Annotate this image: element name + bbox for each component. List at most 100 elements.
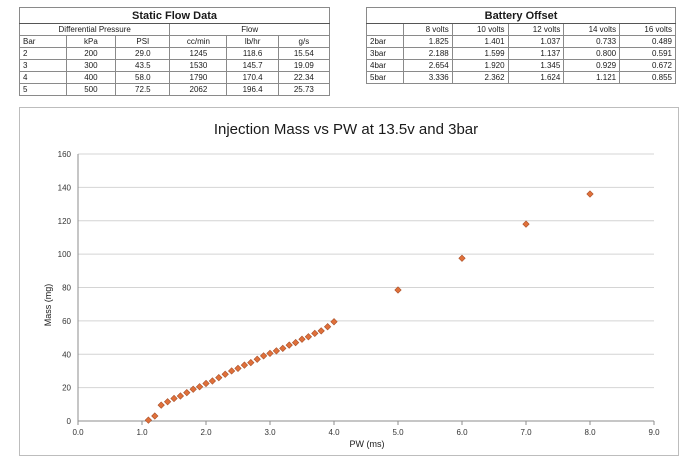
table-cell: 0.733	[563, 35, 621, 48]
data-point	[183, 389, 191, 397]
data-point	[259, 352, 268, 360]
column-header: lb/hr	[226, 35, 279, 48]
x-tick-label: 6.0	[456, 428, 468, 437]
table-cell: 500	[65, 83, 117, 96]
battery-table-header-row: 8 volts 10 volts 12 volts 14 volts 16 vo…	[365, 23, 676, 36]
table-cell: 19.09	[277, 59, 331, 72]
table-cell: 1.401	[451, 35, 509, 48]
y-tick-label: 20	[62, 384, 71, 393]
axes	[77, 154, 655, 425]
x-tick-label: 7.0	[520, 428, 532, 437]
table-cell: 29.0	[115, 47, 171, 60]
x-tick-label: 8.0	[584, 428, 596, 437]
column-header: 12 volts	[507, 23, 565, 36]
y-axis-title: Mass (mg)	[43, 284, 53, 327]
data-point	[240, 361, 249, 369]
battery-offset-table: Battery Offset 8 volts 10 volts 12 volts…	[365, 7, 676, 84]
tick-labels: 0 20 40 60 80 100 120 140 160 0.0 1.0 2.0 3.0 4.0 5.0 6…	[58, 150, 660, 437]
table-cell: 15.54	[277, 47, 331, 60]
x-tick-label: 3.0	[264, 428, 276, 437]
y-tick-label: 40	[62, 350, 71, 359]
static-flow-table: Static Flow Data Differential Pressure F…	[18, 7, 331, 96]
flow-table-header-row: Bar kPa PSI cc/min lb/hr g/s	[19, 35, 331, 48]
column-header: 8 volts	[403, 23, 453, 36]
table-cell: 170.4	[226, 71, 279, 84]
table-cell: 1.121	[563, 71, 621, 84]
y-tick-label: 60	[62, 317, 71, 326]
table-cell: 200	[65, 47, 117, 60]
data-point	[221, 370, 229, 378]
data-point	[208, 377, 217, 385]
table-cell: 58.0	[115, 71, 171, 84]
table-cell: 0.591	[619, 47, 676, 60]
table-cell: 3	[19, 59, 67, 72]
table-cell: 5bar	[365, 71, 405, 84]
table-cell: 0.855	[619, 71, 676, 84]
data-points	[144, 190, 594, 424]
y-tick-label: 120	[58, 217, 72, 226]
table-row: 4 400 58.0 1790 170.4 22.34	[19, 71, 331, 84]
table-cell: 1245	[169, 47, 228, 60]
table-cell: 400	[65, 71, 117, 84]
chart-title: Injection Mass vs PW at 13.5v and 3bar	[214, 121, 478, 138]
table-cell: 1.920	[451, 59, 509, 72]
y-tick-label: 0	[67, 417, 72, 426]
table-cell: 2.188	[403, 47, 453, 60]
table-cell: 196.4	[226, 83, 279, 96]
data-point	[266, 349, 274, 358]
x-tick-label: 2.0	[200, 428, 212, 437]
table-row: 3 300 43.5 1530 145.7 19.09	[19, 59, 331, 72]
table-cell: 2	[19, 47, 67, 60]
table-row: 4bar 2.654 1.920 1.345 0.929 0.672	[365, 59, 676, 72]
table-cell: 3.336	[403, 71, 453, 84]
column-header: g/s	[277, 35, 331, 48]
table-cell: 3bar	[365, 47, 405, 60]
y-tick-label: 80	[62, 284, 71, 293]
table-cell: 0.800	[563, 47, 621, 60]
data-point	[394, 286, 402, 294]
column-header: kPa	[65, 35, 117, 48]
table-row: 2 200 29.0 1245 118.6 15.54	[19, 47, 331, 60]
data-point	[330, 318, 338, 326]
table-cell: 118.6	[226, 47, 279, 60]
y-tick-label: 160	[58, 150, 72, 159]
table-row: 2bar 1.825 1.401 1.037 0.733 0.489	[365, 35, 676, 48]
table-cell: 5	[19, 83, 67, 96]
table-cell: 300	[65, 59, 117, 72]
data-point	[323, 323, 332, 331]
data-point	[157, 401, 165, 409]
scatter-chart: Injection Mass vs PW at 13.5v and 3bar 0…	[43, 121, 660, 449]
table-row: 3bar 2.188 1.599 1.137 0.800 0.591	[365, 47, 676, 60]
table-cell: 2.362	[451, 71, 509, 84]
data-point	[458, 254, 466, 262]
data-point	[234, 364, 242, 373]
flow-group-header: Flow	[169, 23, 330, 36]
data-point	[279, 344, 287, 353]
x-axis-title: PW (ms)	[350, 439, 385, 449]
table-cell: 0.672	[619, 59, 676, 72]
table-cell: 25.73	[277, 83, 331, 96]
table-cell: 0.489	[619, 35, 676, 48]
column-header: PSI	[115, 35, 171, 48]
data-point	[253, 355, 261, 363]
gridlines	[78, 153, 654, 389]
table-cell: 2bar	[365, 35, 405, 48]
table-cell: 4bar	[365, 59, 405, 72]
column-header: 16 volts	[619, 23, 676, 36]
table-cell: 145.7	[226, 59, 279, 72]
column-header: Bar	[19, 35, 67, 48]
y-tick-label: 100	[58, 250, 72, 259]
data-point	[272, 347, 281, 355]
data-point	[247, 358, 255, 367]
table-cell: 4	[19, 71, 67, 84]
data-point	[176, 392, 185, 400]
x-tick-label: 5.0	[392, 428, 404, 437]
table-cell: 2062	[169, 83, 228, 96]
table-cell: 1.345	[507, 59, 565, 72]
data-point	[311, 329, 319, 338]
data-point	[304, 333, 313, 341]
battery-table-title: Battery Offset	[366, 7, 676, 24]
data-point	[202, 379, 210, 388]
table-cell: 1.599	[451, 47, 509, 60]
x-tick-label: 4.0	[328, 428, 340, 437]
